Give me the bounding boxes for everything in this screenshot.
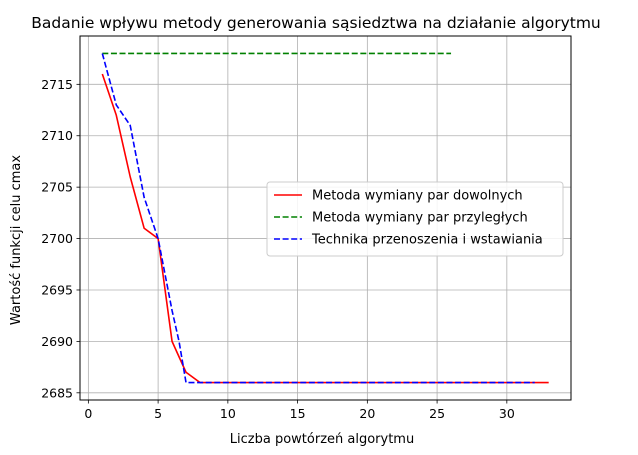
y-tick-label: 2710 [41,128,73,143]
x-tick-label: 10 [220,406,236,421]
y-tick-label: 2695 [41,282,73,297]
legend-label: Technika przenoszenia i wstawiania [311,233,543,248]
legend: Metoda wymiany par dowolnych Metoda wymia… [266,181,564,257]
legend-label: Metoda wymiany par przyległych [312,211,528,226]
legend-label: Metoda wymiany par dowolnych [312,189,523,204]
plot-frame [79,35,572,401]
axis-ticks: 0 5 10 15 20 25 30 2685 2690 2695 2700 2705 2710 2715 [41,77,515,421]
y-tick-label: 2705 [41,180,73,195]
y-tick-label: 2690 [41,334,73,349]
plot-lines [101,52,549,384]
x-tick-label: 5 [154,406,162,421]
y-tick-label: 2715 [41,77,73,92]
x-tick-label: 25 [429,406,445,421]
x-tick-label: 20 [359,406,375,421]
y-tick-label: 2700 [41,231,73,246]
x-tick-label: 30 [499,406,515,421]
x-tick-label: 0 [84,406,92,421]
y-axis-label: Wartość funkcji celu cmax [9,155,24,325]
series-line-3 [101,53,535,384]
chart-title: Badanie wpływu metody generowania sąsied… [31,14,601,32]
legend-box [266,181,564,257]
y-tick-label: 2685 [41,385,73,400]
x-axis-label: Liczba powtórzeń algorytmu [230,432,414,447]
x-tick-label: 15 [290,406,306,421]
